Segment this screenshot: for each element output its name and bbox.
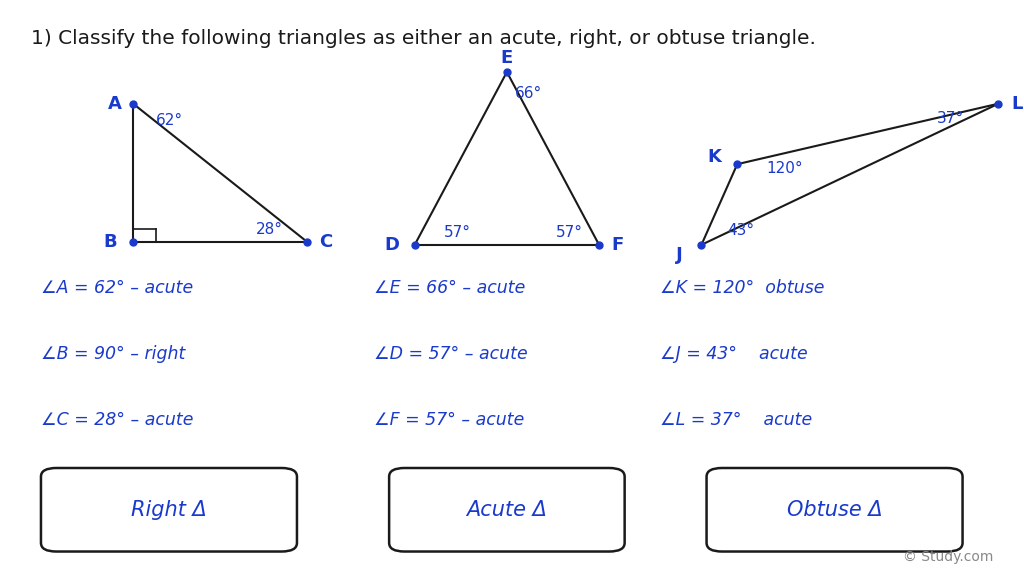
Text: © Study.com: © Study.com [903,551,993,564]
Text: 43°: 43° [727,223,754,238]
Text: D: D [385,236,399,254]
FancyBboxPatch shape [389,468,625,552]
Text: E: E [501,48,513,67]
Text: ∠B = 90° – right: ∠B = 90° – right [41,345,185,363]
Text: 57°: 57° [556,225,583,240]
Text: ∠L = 37°    acute: ∠L = 37° acute [660,411,813,430]
Text: 28°: 28° [256,222,283,237]
Text: 1) Classify the following triangles as either an acute, right, or obtuse triangl: 1) Classify the following triangles as e… [31,29,815,48]
Text: ∠C = 28° – acute: ∠C = 28° – acute [41,411,194,430]
Text: Acute Δ: Acute Δ [467,500,547,520]
Text: A: A [108,94,122,113]
Text: L: L [1011,94,1023,113]
Text: C: C [319,233,332,251]
FancyBboxPatch shape [707,468,963,552]
Text: Right Δ: Right Δ [131,500,207,520]
Text: ∠E = 66° – acute: ∠E = 66° – acute [374,279,525,297]
FancyBboxPatch shape [41,468,297,552]
Text: B: B [103,233,118,251]
Text: K: K [708,148,722,166]
Text: Obtuse Δ: Obtuse Δ [786,500,883,520]
Text: 66°: 66° [515,86,543,101]
Text: ∠D = 57° – acute: ∠D = 57° – acute [374,345,527,363]
Text: ∠K = 120°  obtuse: ∠K = 120° obtuse [660,279,825,297]
Text: J: J [676,246,682,264]
Text: ∠F = 57° – acute: ∠F = 57° – acute [374,411,524,430]
Text: 62°: 62° [156,113,182,128]
Text: ∠A = 62° – acute: ∠A = 62° – acute [41,279,194,297]
Text: F: F [611,236,624,254]
Text: 37°: 37° [937,111,964,126]
Text: 120°: 120° [766,161,803,176]
Text: ∠J = 43°    acute: ∠J = 43° acute [660,345,808,363]
Text: 57°: 57° [443,225,470,240]
